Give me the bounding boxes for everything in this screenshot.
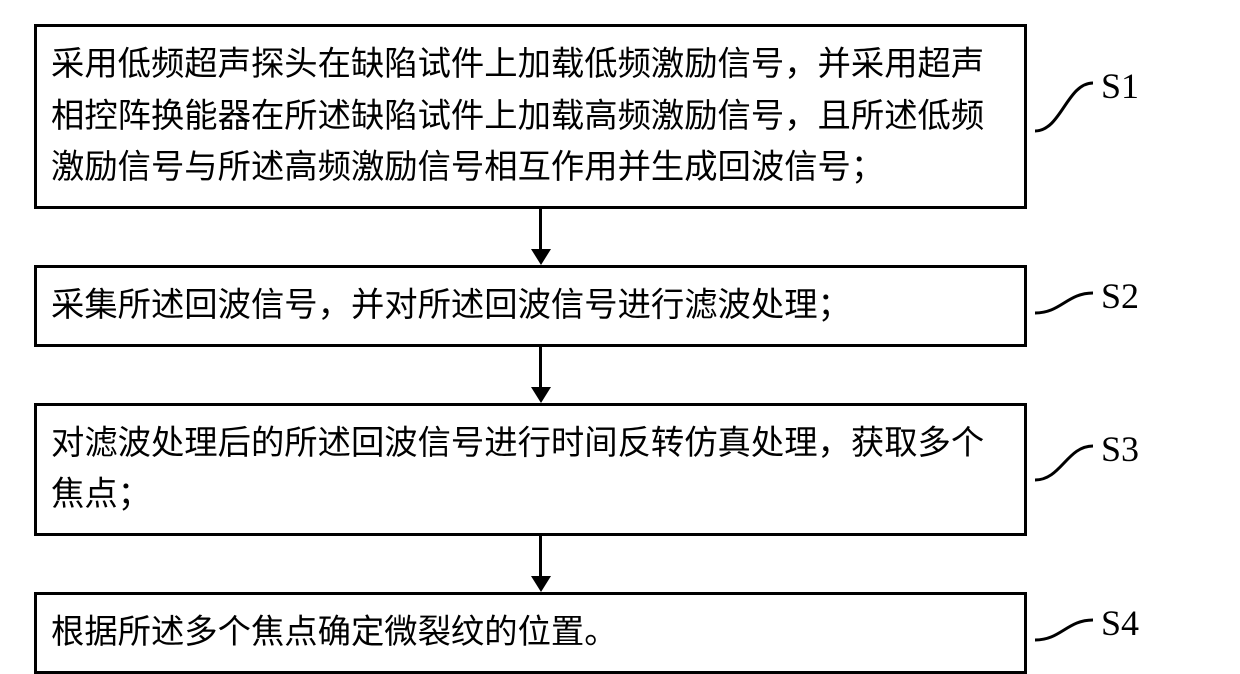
step-label-connector: S2	[1035, 277, 1155, 335]
step-box-s2: 采集所述回波信号，并对所述回波信号进行滤波处理；	[34, 265, 1027, 347]
step-label-col: S4	[1027, 604, 1207, 662]
step-label-connector: S1	[1035, 55, 1155, 178]
step-box-s1: 采用低频超声探头在缺陷试件上加载低频激励信号，并采用超声相控阵换能器在所述缺陷试…	[34, 24, 1027, 209]
arrow-down-icon	[531, 347, 551, 403]
step-label-connector: S3	[1035, 423, 1155, 515]
step-box-s4: 根据所述多个焦点确定微裂纹的位置。	[34, 592, 1027, 674]
step-label-s1: S1	[1101, 65, 1139, 107]
step-label-s3: S3	[1101, 428, 1139, 470]
step-label-col: S2	[1027, 277, 1207, 335]
step-label-connector: S4	[1035, 604, 1155, 662]
arrow-down-icon	[531, 536, 551, 592]
arrow-row	[0, 347, 1240, 403]
step-row-s2: 采集所述回波信号，并对所述回波信号进行滤波处理； S2	[0, 265, 1240, 347]
step-label-s2: S2	[1101, 275, 1139, 317]
arrow-row	[0, 536, 1240, 592]
step-row-s4: 根据所述多个焦点确定微裂纹的位置。 S4	[0, 592, 1240, 674]
step-row-s1: 采用低频超声探头在缺陷试件上加载低频激励信号，并采用超声相控阵换能器在所述缺陷试…	[0, 24, 1240, 209]
step-box-s3: 对滤波处理后的所述回波信号进行时间反转仿真处理，获取多个焦点；	[34, 403, 1027, 536]
step-label-col: S1	[1027, 55, 1207, 178]
step-label-s4: S4	[1101, 602, 1139, 644]
step-label-col: S3	[1027, 423, 1207, 515]
arrow-row	[0, 209, 1240, 265]
arrow-down-icon	[531, 209, 551, 265]
step-row-s3: 对滤波处理后的所述回波信号进行时间反转仿真处理，获取多个焦点； S3	[0, 403, 1240, 536]
